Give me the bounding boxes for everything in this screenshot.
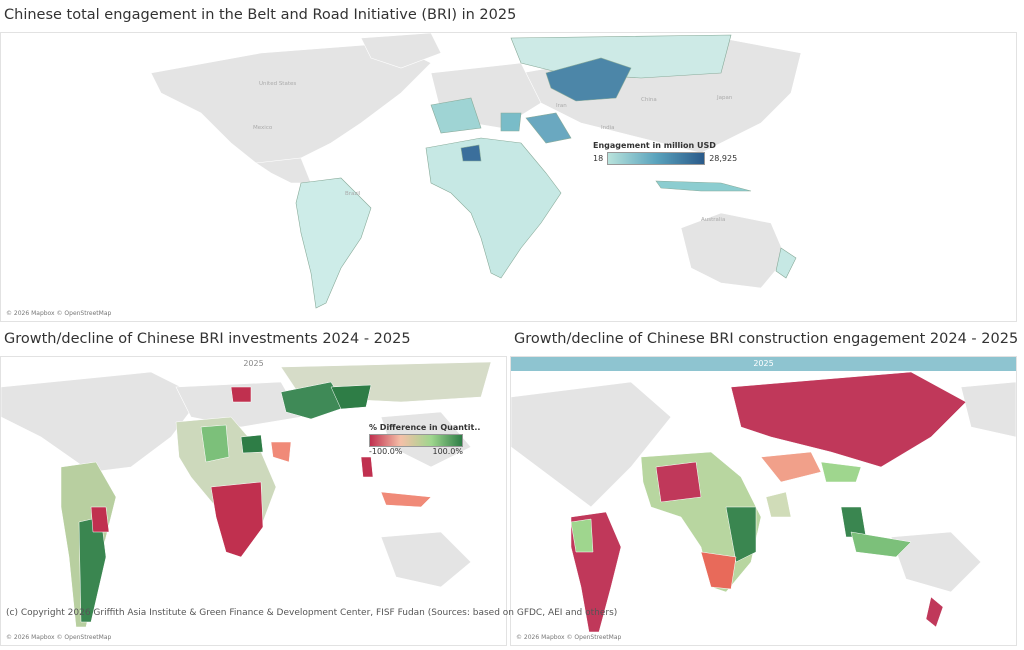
map-canvas: [1, 361, 492, 628]
label-united-states: United States: [259, 81, 297, 87]
investments-map[interactable]: 2025 % Difference in Quantit.. -100.0% 1…: [0, 356, 507, 646]
africa: [425, 137, 562, 279]
kazakhstan: [545, 57, 632, 102]
construction-title: Growth/decline of Chinese BRI constructi…: [514, 331, 1019, 347]
label-japan: Japan: [717, 95, 733, 101]
new-zealand: [775, 247, 797, 279]
label-brazil: Brazil: [345, 191, 361, 197]
difference-legend: % Difference in Quantit.. -100.0% 100.0%: [369, 423, 480, 456]
legend-max: 28,925: [709, 154, 738, 163]
legend-min: 18: [593, 154, 604, 163]
south-america: [295, 177, 372, 309]
greenland: [360, 33, 442, 69]
total-engagement-map[interactable]: United States Mexico Brazil Iran India C…: [0, 32, 1017, 322]
dashboard-title: Chinese total engagement in the Belt and…: [4, 7, 517, 23]
label-australia: Australia: [701, 217, 726, 223]
legend-color-bar: [369, 434, 463, 447]
indonesia: [655, 180, 752, 192]
legend-min: -100.0%: [369, 447, 403, 456]
copyright-note: (c) Copyright 2026 Griffith Asia Institu…: [6, 608, 618, 618]
label-mexico: Mexico: [253, 125, 273, 131]
label-china: China: [641, 97, 657, 103]
algeria: [430, 97, 482, 134]
map-attribution: © 2026 Mapbox © OpenStreetMap: [6, 634, 112, 641]
year-header: 2025: [511, 357, 1016, 371]
egypt: [500, 112, 522, 132]
map-attribution: © 2026 Mapbox © OpenStreetMap: [516, 634, 622, 641]
australia: [680, 212, 787, 289]
legend-title: Engagement in million USD: [593, 141, 716, 150]
legend-title: % Difference in Quantit..: [369, 423, 481, 432]
map-canvas: [150, 33, 802, 309]
engagement-legend: Engagement in million USD 18 28,925: [593, 141, 737, 165]
map-attribution: © 2026 Mapbox © OpenStreetMap: [6, 310, 112, 317]
saudi-arabia: [525, 112, 572, 144]
year-header: 2025: [243, 359, 264, 368]
construction-map[interactable]: 2025 © 2026 Mapbox © OpenStreetMap: [510, 356, 1017, 646]
investments-title: Growth/decline of Chinese BRI investment…: [4, 331, 411, 347]
label-india: India: [601, 125, 615, 131]
map-canvas: [511, 371, 1016, 633]
legend-max: 100.0%: [432, 447, 463, 456]
nigeria: [460, 144, 482, 162]
label-iran: Iran: [556, 103, 567, 109]
legend-color-bar: [607, 152, 706, 165]
